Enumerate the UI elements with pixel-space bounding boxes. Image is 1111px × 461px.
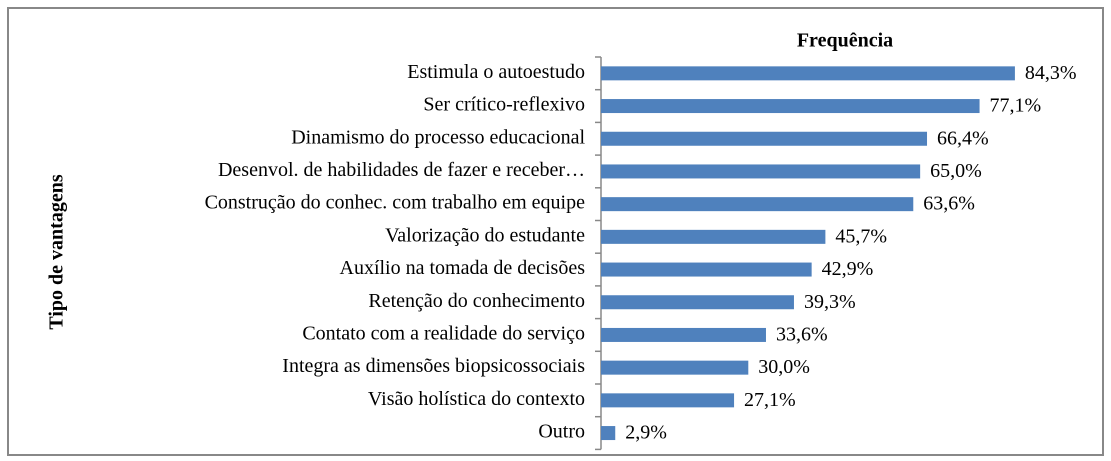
y-tick-label: Retenção do conhecimento	[368, 290, 585, 312]
data-label: 42,9%	[822, 258, 874, 280]
data-label: 63,6%	[923, 193, 975, 215]
y-tick-label: Dinamismo do processo educacional	[291, 126, 585, 148]
y-tick-label: Ser crítico-reflexivo	[423, 94, 585, 116]
y-tick-label: Integra as dimensões biopsicossociais	[282, 355, 585, 377]
data-label: 77,1%	[990, 95, 1042, 117]
y-tick-label: Visão holística do contexto	[368, 388, 585, 410]
bar	[601, 262, 812, 277]
y-tick-label: Desenvol. de habilidades de fazer e rece…	[218, 159, 585, 181]
bar	[601, 295, 794, 310]
data-label: 66,4%	[937, 127, 989, 149]
bar	[601, 327, 766, 342]
data-label: 84,3%	[1025, 62, 1077, 84]
data-label: 27,1%	[744, 389, 796, 411]
data-label: 2,9%	[625, 422, 667, 444]
y-tick-label: Auxílio na tomada de decisões	[340, 257, 586, 279]
data-label: 45,7%	[835, 225, 887, 247]
data-label: 65,0%	[930, 160, 982, 182]
y-axis-label: Tipo de vantagens	[46, 174, 68, 329]
bar	[601, 197, 914, 212]
bar	[601, 426, 616, 441]
y-tick-label: Estimula o autoestudo	[407, 61, 585, 83]
y-tick-label: Construção do conhec. com trabalho em eq…	[205, 192, 586, 214]
bar	[601, 99, 980, 114]
bar	[601, 131, 928, 146]
bar	[601, 229, 826, 244]
y-tick-label: Contato com a realidade do serviço	[302, 323, 585, 345]
chart-title: Frequência	[797, 30, 893, 52]
y-tick-label: Outro	[538, 421, 585, 443]
bar	[601, 393, 735, 408]
bar	[601, 360, 749, 375]
data-label: 33,6%	[776, 324, 828, 346]
data-label: 39,3%	[804, 291, 856, 313]
bar	[601, 164, 921, 179]
data-label: 30,0%	[758, 356, 810, 378]
chart-border	[7, 7, 1104, 456]
bar	[601, 66, 1015, 81]
y-tick-label: Valorização do estudante	[385, 224, 585, 246]
